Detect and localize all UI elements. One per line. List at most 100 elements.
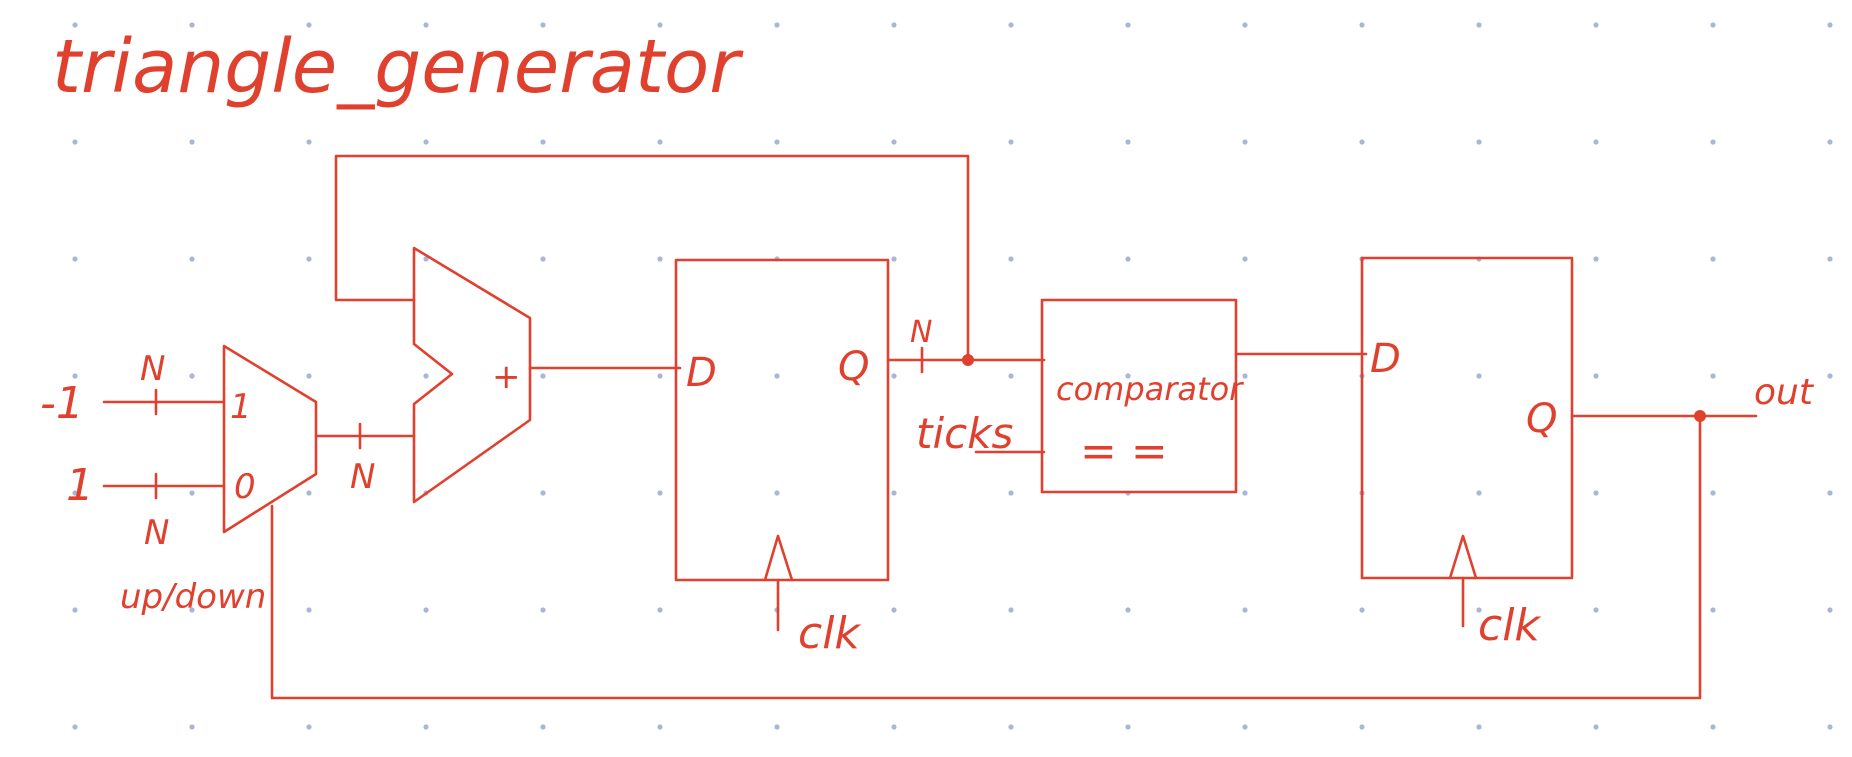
grid-dot: [1476, 724, 1482, 730]
bus-width-one: N: [144, 513, 169, 553]
grid-dot: [1710, 139, 1716, 145]
grid-dot: [1827, 373, 1833, 379]
grid-dot: [540, 490, 546, 496]
grid-dot: [774, 22, 780, 28]
bus-width-mux-out: N: [350, 457, 375, 497]
mux-shape: [222, 344, 318, 534]
grid-dot: [1710, 607, 1716, 613]
grid-dot: [891, 373, 897, 379]
grid-dot: [1125, 139, 1131, 145]
grid-dot: [423, 256, 429, 262]
grid-dot: [423, 22, 429, 28]
grid-dot: [540, 256, 546, 262]
grid-dot: [1476, 373, 1482, 379]
grid-dot: [657, 607, 663, 613]
grid-dot: [1008, 22, 1014, 28]
grid-dot: [774, 373, 780, 379]
bus-width-register-q: N: [910, 315, 932, 350]
input-one: 1: [66, 460, 94, 511]
grid-dot: [189, 373, 195, 379]
grid-dot: [891, 724, 897, 730]
wire-up-down-feedback: [270, 414, 1702, 700]
adder-plus-symbol: +: [492, 357, 521, 397]
grid-dot: [423, 724, 429, 730]
counter-register-clock-icon: [763, 534, 794, 582]
counter-register-d-label: D: [686, 350, 717, 396]
grid-dot: [1827, 22, 1833, 28]
grid-dot: [774, 724, 780, 730]
grid-dot: [774, 490, 780, 496]
grid-dot: [306, 139, 312, 145]
grid-dot: [189, 139, 195, 145]
mux-input-1-label: 1: [230, 387, 252, 427]
grid-dot: [72, 373, 78, 379]
grid-dot: [423, 139, 429, 145]
output-register-clock-label: clk: [1478, 600, 1541, 651]
grid-dot: [1710, 373, 1716, 379]
output-register-d-label: D: [1370, 336, 1401, 382]
grid-dot: [891, 607, 897, 613]
grid-dot: [189, 724, 195, 730]
grid-dot: [1242, 724, 1248, 730]
grid-dot: [1125, 22, 1131, 28]
counter-register-clock-label: clk: [798, 608, 861, 659]
grid-dot: [1476, 139, 1482, 145]
grid-dot: [72, 139, 78, 145]
grid-dot: [1359, 724, 1365, 730]
output-register-q-label: Q: [1526, 396, 1557, 442]
comparator-box: [1040, 298, 1238, 494]
grid-dot: [1827, 607, 1833, 613]
grid-dot: [306, 256, 312, 262]
grid-dot: [891, 22, 897, 28]
comparator-operator: = =: [1080, 426, 1168, 477]
grid-dot: [189, 490, 195, 496]
mux-input-0-label: 0: [234, 467, 256, 507]
grid-dot: [423, 607, 429, 613]
grid-dot: [1710, 490, 1716, 496]
output-label: out: [1754, 372, 1815, 413]
grid-dot: [774, 139, 780, 145]
grid-dot: [1476, 490, 1482, 496]
grid-dot: [1476, 607, 1482, 613]
grid-dot: [1593, 256, 1599, 262]
grid-dot: [189, 256, 195, 262]
grid-dot: [540, 22, 546, 28]
grid-dot: [306, 607, 312, 613]
grid-dot: [891, 256, 897, 262]
grid-dot: [657, 139, 663, 145]
grid-dot: [1008, 256, 1014, 262]
grid-dot: [1008, 607, 1014, 613]
grid-dot: [72, 607, 78, 613]
ticks-label: ticks: [916, 409, 1013, 458]
grid-dot: [423, 373, 429, 379]
output-register-clock-icon: [1448, 534, 1478, 580]
grid-dot: [1125, 607, 1131, 613]
counter-register-box: [674, 258, 890, 582]
grid-dot: [1827, 256, 1833, 262]
grid-dot: [1476, 22, 1482, 28]
grid-dot: [1359, 139, 1365, 145]
grid-dot: [1125, 256, 1131, 262]
grid-dot: [1593, 373, 1599, 379]
grid-dot: [1710, 256, 1716, 262]
mux-select-label: up/down: [120, 577, 266, 617]
grid-dot: [657, 724, 663, 730]
grid-dot: [306, 490, 312, 496]
grid-dot: [1593, 607, 1599, 613]
wire-feedback-loop: [334, 154, 970, 362]
grid-dot: [1242, 22, 1248, 28]
grid-dot: [1242, 607, 1248, 613]
grid-dot: [1008, 490, 1014, 496]
grid-dot: [1593, 490, 1599, 496]
grid-dot: [540, 607, 546, 613]
grid-dot: [189, 607, 195, 613]
grid-dot: [1593, 139, 1599, 145]
counter-register-q-label: Q: [838, 344, 869, 390]
grid-dot: [540, 139, 546, 145]
grid-dot: [72, 724, 78, 730]
grid-dot: [540, 373, 546, 379]
grid-dot: [891, 490, 897, 496]
grid-dot: [1827, 724, 1833, 730]
grid-dot: [1593, 22, 1599, 28]
grid-dot: [1125, 724, 1131, 730]
